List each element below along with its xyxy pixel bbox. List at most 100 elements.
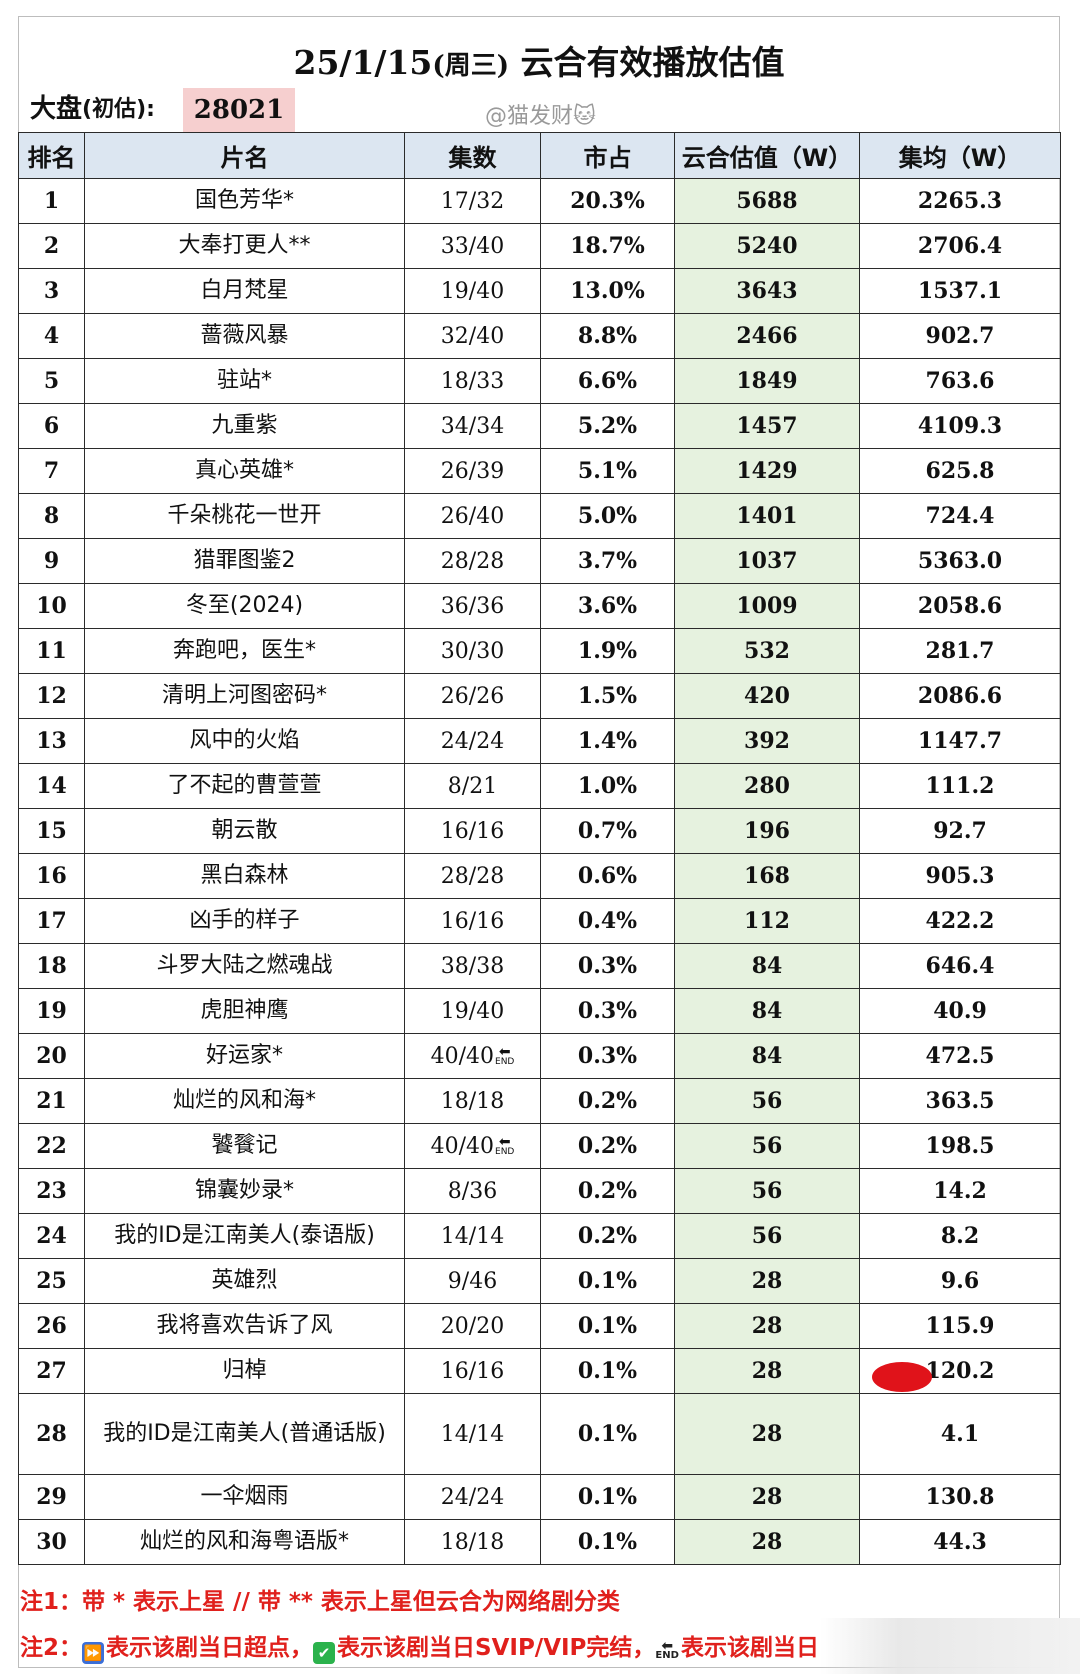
estimate-cell: 56 [674, 1123, 860, 1169]
note-2-prefix: 注2： [20, 1635, 83, 1661]
table-row: 28 我的ID是江南美人(普通话版) 14/14 0.1% 28 4.1 [18, 1393, 1061, 1475]
episodes-cell-text: 34/34 [440, 413, 505, 439]
share-cell-text: 20.3% [570, 188, 645, 214]
title-cell-text: 灿烂的风和海粤语版* [139, 1529, 349, 1555]
title-cell: 真心英雄* [84, 448, 405, 494]
table-header-row: 排名 片名 集数 市占 云合估值（W） 集均（W） [18, 132, 1061, 179]
rank-cell: 23 [18, 1168, 85, 1214]
estimate-cell: 1429 [674, 448, 860, 494]
estimate-cell-text: 1009 [736, 593, 798, 619]
share-cell: 0.6% [540, 853, 675, 899]
average-cell-text: 9.6 [940, 1268, 980, 1294]
episodes-cell: 17/32 [404, 178, 541, 224]
end-return-icon: ⬅ END [655, 1638, 679, 1661]
title-cell: 奔跑吧，医生* [84, 628, 405, 674]
episodes-cell: 30/30 [404, 628, 541, 674]
title-cell-text: 我的ID是江南美人(泰语版) [114, 1223, 375, 1249]
title-cell-text: 风中的火焰 [189, 728, 300, 754]
rank-cell: 29 [18, 1474, 85, 1520]
table-row: 29 一伞烟雨 24/24 0.1% 28 130.8 [18, 1474, 1061, 1520]
episodes-cell-text: 28/28 [440, 863, 505, 889]
title-cell-text: 斗罗大陆之燃魂战 [156, 953, 333, 979]
share-cell: 0.3% [540, 988, 675, 1034]
average-cell-text: 281.7 [925, 638, 995, 664]
rank-cell-text: 11 [36, 638, 67, 664]
table-row: 21 灿烂的风和海* 18/18 0.2% 56 363.5 [18, 1078, 1061, 1124]
episodes-cell: 26/26 [404, 673, 541, 719]
end-return-icon: ⬅ END [495, 1044, 515, 1067]
rank-cell: 4 [18, 313, 85, 359]
table-row: 8 千朵桃花一世开 26/40 5.0% 1401 724.4 [18, 493, 1061, 539]
rank-cell: 9 [18, 538, 85, 584]
estimate-cell-text: 168 [744, 863, 790, 889]
estimate-cell: 84 [674, 988, 860, 1034]
title-cell: 冬至(2024) [84, 583, 405, 629]
episodes-cell-text: 16/16 [440, 1358, 505, 1384]
share-cell: 0.1% [540, 1519, 675, 1565]
title-cell: 千朵桃花一世开 [84, 493, 405, 539]
title-text: 云合有效播放估值 [520, 43, 785, 82]
estimate-cell: 196 [674, 808, 860, 854]
share-cell: 0.2% [540, 1123, 675, 1169]
title-cell-text: 归棹 [222, 1358, 267, 1384]
rank-cell: 12 [18, 673, 85, 719]
episodes-cell-text: 24/24 [440, 1484, 505, 1510]
table-row: 22 饕餮记 40/40 ⬅ END 0.2% 56 198.5 [18, 1123, 1061, 1169]
rank-cell: 8 [18, 493, 85, 539]
rank-cell-text: 21 [36, 1088, 67, 1114]
watermark: @猫发财🐱 [485, 104, 596, 129]
rank-cell-text: 14 [36, 773, 67, 799]
estimate-cell: 28 [674, 1474, 860, 1520]
col-header-estimate: 云合估值（W） [674, 132, 860, 179]
table-row: 23 锦囊妙录* 8/36 0.2% 56 14.2 [18, 1168, 1061, 1214]
episodes-cell-text: 19/40 [440, 998, 505, 1024]
rank-cell-text: 16 [36, 863, 67, 889]
rank-cell: 20 [18, 1033, 85, 1079]
estimate-cell: 5240 [674, 223, 860, 269]
episodes-cell: 8/21 [404, 763, 541, 809]
average-cell-text: 1537.1 [917, 278, 1003, 304]
title-cell-text: 了不起的曹萱萱 [167, 773, 322, 799]
rank-cell-text: 8 [43, 503, 60, 529]
note-1: 注1：带 * 表示上星 // 带 ** 表示上星但云合为网络剧分类 [20, 1589, 620, 1615]
rank-cell: 2 [18, 223, 85, 269]
title-cell: 了不起的曹萱萱 [84, 763, 405, 809]
average-cell-text: 1147.7 [917, 728, 1003, 754]
estimate-cell: 56 [674, 1168, 860, 1214]
average-cell: 9.6 [859, 1258, 1061, 1304]
episodes-cell: 26/39 [404, 448, 541, 494]
title-cell-text: 真心英雄* [194, 458, 294, 484]
estimate-cell-text: 5240 [736, 233, 798, 259]
note-2: 注2： ⏩ 表示该剧当日超点， ✔ 表示该剧当日SVIP/VIP完结， ⬅ END表示该剧当… [20, 1628, 1060, 1664]
share-cell: 6.6% [540, 358, 675, 404]
share-cell: 3.7% [540, 538, 675, 584]
title-cell-text: 奔跑吧，医生* [172, 638, 316, 664]
rank-cell: 28 [18, 1393, 85, 1475]
episodes-cell-text: 16/16 [440, 818, 505, 844]
episodes-cell: 19/40 [404, 268, 541, 314]
average-cell: 646.4 [859, 943, 1061, 989]
rank-cell-text: 26 [36, 1313, 67, 1339]
average-cell: 130.8 [859, 1474, 1061, 1520]
table-row: 16 黑白森林 28/28 0.6% 168 905.3 [18, 853, 1061, 899]
table-row: 26 我将喜欢告诉了风 20/20 0.1% 28 115.9 [18, 1303, 1061, 1349]
share-cell: 1.5% [540, 673, 675, 719]
estimate-cell: 28 [674, 1519, 860, 1565]
episodes-cell: 36/36 [404, 583, 541, 629]
average-cell: 2086.6 [859, 673, 1061, 719]
estimate-cell-text: 56 [751, 1088, 783, 1114]
title-cell: 饕餮记 [84, 1123, 405, 1169]
table-row: 11 奔跑吧，医生* 30/30 1.9% 532 281.7 [18, 628, 1061, 674]
share-cell-text: 0.1% [577, 1313, 638, 1339]
rank-cell: 5 [18, 358, 85, 404]
episodes-cell: 26/40 [404, 493, 541, 539]
share-cell-text: 0.2% [577, 1088, 638, 1114]
table-row: 3 白月梵星 19/40 13.0% 3643 1537.1 [18, 268, 1061, 314]
share-cell: 0.1% [540, 1348, 675, 1394]
episodes-cell: 18/18 [404, 1519, 541, 1565]
episodes-cell-text: 26/40 [440, 503, 505, 529]
note-2-part-c: 表示该剧当日 [680, 1635, 819, 1661]
title-cell-text: 英雄烈 [211, 1268, 278, 1294]
share-cell: 1.0% [540, 763, 675, 809]
title-cell-text: 大奉打更人** [178, 233, 311, 259]
